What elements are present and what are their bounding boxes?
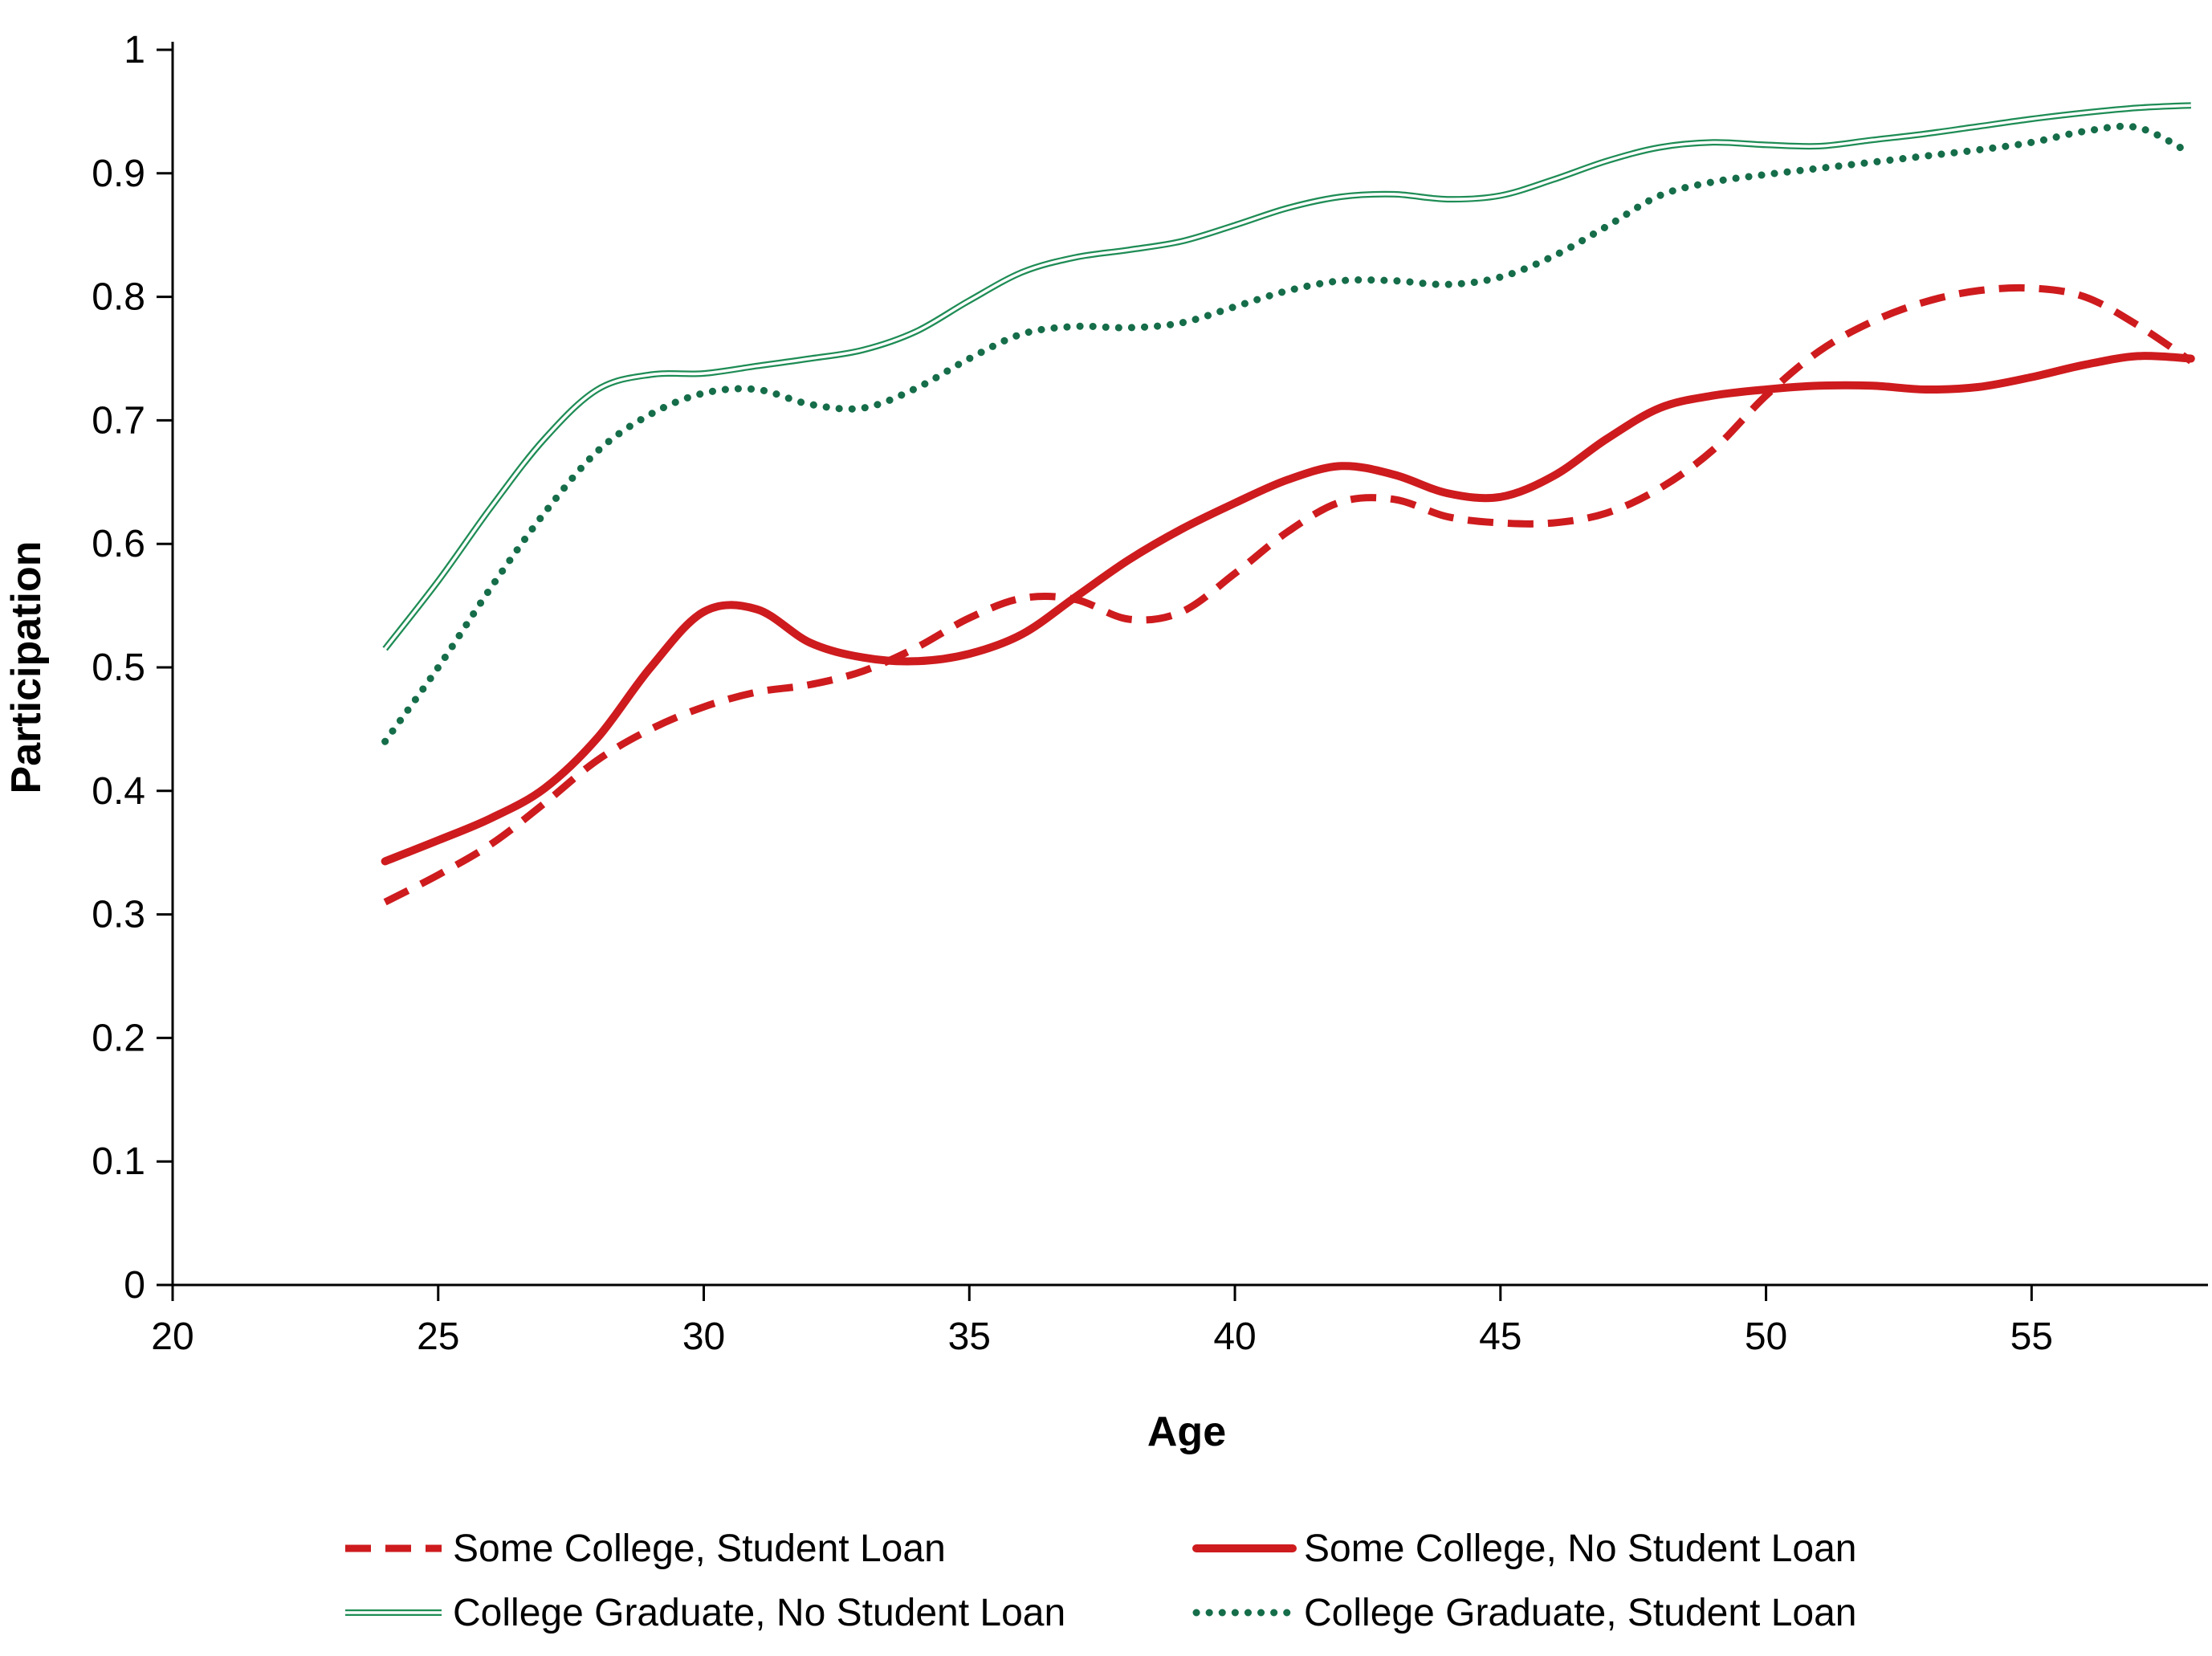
axes-layer: 0 0.1 0.2 0.3 0.4 0.5 0.6 0.7 0.8 0.9 1 20 25 30 35 40 4… xyxy=(92,29,2208,1358)
some-college-no-student-loan-line xyxy=(381,352,2195,866)
y-tick-label: 0.4 xyxy=(92,770,145,813)
legend-item-college-graduate-student-loan: College Graduate, Student Loan xyxy=(1192,1592,1857,1634)
y-tick-label: 1 xyxy=(124,29,145,71)
x-tick-label: 20 xyxy=(151,1315,193,1358)
y-tick-label: 0.1 xyxy=(92,1140,145,1183)
y-tick-label: 0 xyxy=(124,1264,145,1307)
x-tick-label: 35 xyxy=(948,1315,991,1358)
college-graduate-no-student-loan-line-inner xyxy=(384,104,2191,651)
x-tick-label: 40 xyxy=(1213,1315,1256,1358)
y-tick-label: 0.8 xyxy=(92,276,145,319)
college-graduate-no-student-loan-line xyxy=(382,102,2191,651)
y-tick-label: 0.6 xyxy=(92,523,145,565)
legend-label: College Graduate, Student Loan xyxy=(1304,1592,1857,1634)
x-tick-label: 30 xyxy=(682,1315,725,1358)
x-tick-label: 50 xyxy=(1745,1315,1787,1358)
x-axis-title: Age xyxy=(1147,1409,1226,1455)
college-graduate-student-loan-line xyxy=(381,122,2195,745)
legend-label: Some College, No Student Loan xyxy=(1304,1528,1856,1570)
y-tick-label: 0.2 xyxy=(92,1017,145,1059)
y-tick-label: 0.5 xyxy=(92,646,145,689)
x-tick-label: 25 xyxy=(417,1315,459,1358)
legend-label: Some College, Student Loan xyxy=(453,1528,946,1570)
y-tick-label: 0.7 xyxy=(92,399,145,442)
y-tick-label: 0.9 xyxy=(92,153,145,195)
series-layer xyxy=(381,102,2195,906)
legend-item-some-college-no-student-loan: Some College, No Student Loan xyxy=(1192,1528,1856,1570)
legend-label: College Graduate, No Student Loan xyxy=(453,1592,1065,1634)
legend-item-some-college-student-loan: Some College, Student Loan xyxy=(345,1528,946,1570)
legend-item-college-graduate-no-student-loan: College Graduate, No Student Loan xyxy=(345,1592,1065,1634)
x-tick-label: 45 xyxy=(1479,1315,1522,1358)
chart-legend: Some College, Student Loan Some College, … xyxy=(345,1528,1857,1634)
some-college-student-loan-line xyxy=(383,283,2194,906)
y-axis-title: Participation xyxy=(3,541,50,794)
y-tick-label: 0.3 xyxy=(92,894,145,936)
x-tick-label: 55 xyxy=(2010,1315,2053,1358)
